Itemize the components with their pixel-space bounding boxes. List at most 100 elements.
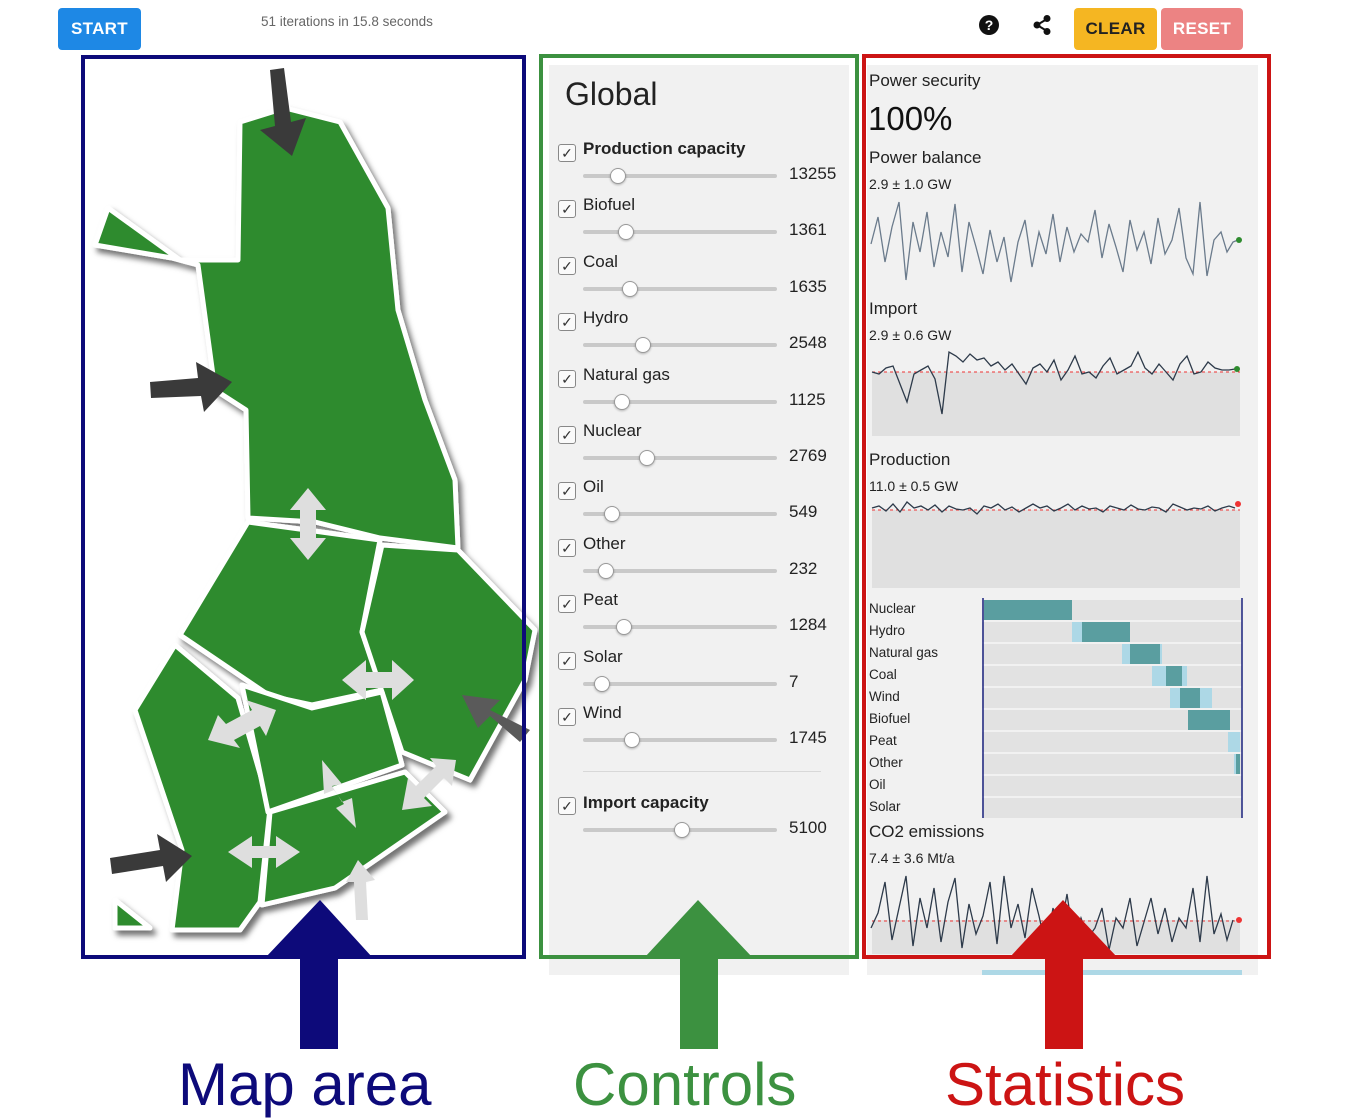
production-capacity-value: 13255 [789, 164, 837, 183]
nuclear-checkbox[interactable]: ✓ [558, 426, 576, 444]
oil-label: Oil [583, 477, 604, 496]
import-value: 2.9 ± 0.6 GW [869, 327, 952, 343]
natural-gas-label: Natural gas [583, 365, 670, 384]
import-capacity-slider-thumb[interactable] [674, 822, 690, 838]
map-area-label: Map area [178, 1051, 432, 1118]
peat-value: 1284 [789, 615, 827, 634]
nuclear-value: 2769 [789, 446, 827, 465]
map-region-south[interactable] [259, 769, 448, 908]
controls-annotation-box [539, 54, 859, 959]
coal-label: Coal [583, 252, 618, 271]
statistics-label: Statistics [945, 1051, 1186, 1118]
transfer-arrow-7 [346, 860, 375, 920]
natural-gas-slider[interactable] [583, 400, 777, 404]
coal-slider[interactable] [583, 287, 777, 291]
svg-text:?: ? [985, 17, 994, 33]
production-title: Production [869, 450, 951, 469]
merit-order-label: Natural gas [869, 645, 939, 660]
map-area-annotation-box [81, 55, 526, 959]
annotation-arrows [266, 900, 1117, 1049]
import-arrow-west [150, 362, 232, 412]
wind-checkbox[interactable]: ✓ [558, 708, 576, 726]
map-region-east[interactable] [359, 542, 538, 783]
import-arrow-east [462, 695, 530, 742]
wind-slider-thumb[interactable] [624, 732, 640, 748]
transfer-arrow-1 [290, 488, 326, 560]
import-title: Import [869, 299, 918, 318]
natural-gas-slider-thumb[interactable] [614, 394, 630, 410]
biofuel-slider[interactable] [583, 230, 777, 234]
help-icon[interactable]: ? [978, 14, 1000, 36]
import-sparkline [871, 350, 1240, 436]
power-balance-title: Power balance [869, 148, 982, 167]
peat-slider[interactable] [583, 625, 777, 629]
production-capacity-slider[interactable] [583, 174, 777, 178]
start-button[interactable]: START [58, 8, 141, 50]
merit-order-label: Coal [869, 667, 897, 682]
oil-value: 549 [789, 502, 818, 521]
biofuel-slider-thumb[interactable] [618, 224, 634, 240]
import-capacity-checkbox[interactable]: ✓ [558, 797, 576, 815]
transfer-arrow-3 [208, 700, 276, 748]
coal-slider-thumb[interactable] [622, 281, 638, 297]
co2-bar-partial [982, 970, 1242, 975]
coal-checkbox[interactable]: ✓ [558, 257, 576, 275]
controls-panel [549, 65, 849, 975]
merit-order-label: Biofuel [869, 711, 911, 726]
hydro-value: 2548 [789, 333, 827, 352]
transfer-arrow-5 [402, 758, 456, 810]
other-checkbox[interactable]: ✓ [558, 539, 576, 557]
merit-order-label: Wind [869, 689, 900, 704]
other-slider-thumb[interactable] [598, 563, 614, 579]
controls-title: Global [565, 76, 658, 112]
peat-label: Peat [583, 590, 618, 609]
oil-slider[interactable] [583, 512, 777, 516]
map-region-southwest[interactable] [132, 642, 273, 933]
power-balance-value: 2.9 ± 1.0 GW [869, 176, 952, 192]
solar-value: 7 [789, 672, 799, 691]
other-label: Other [583, 534, 626, 553]
oil-slider-thumb[interactable] [604, 506, 620, 522]
production-capacity-label: Production capacity [583, 139, 746, 158]
nuclear-slider[interactable] [583, 456, 777, 460]
transfer-arrow-6 [228, 836, 300, 868]
solar-slider-thumb[interactable] [594, 676, 610, 692]
merit-order-label: Solar [869, 799, 901, 814]
clear-button[interactable]: CLEAR [1074, 8, 1157, 50]
peat-checkbox[interactable]: ✓ [558, 595, 576, 613]
production-capacity-checkbox[interactable]: ✓ [558, 144, 576, 162]
map-region-north[interactable] [92, 105, 461, 551]
other-slider[interactable] [583, 569, 777, 573]
solar-label: Solar [583, 647, 623, 666]
power-security-value: 100% [868, 100, 953, 137]
natural-gas-checkbox[interactable]: ✓ [558, 370, 576, 388]
nuclear-slider-thumb[interactable] [639, 450, 655, 466]
merit-order-label: Peat [869, 733, 897, 748]
oil-checkbox[interactable]: ✓ [558, 482, 576, 500]
hydro-slider-thumb[interactable] [635, 337, 651, 353]
statistics-annotation-box [862, 54, 1271, 959]
hydro-checkbox[interactable]: ✓ [558, 313, 576, 331]
co2-title: CO2 emissions [869, 822, 985, 841]
hydro-slider[interactable] [583, 343, 777, 347]
map-region-south-central[interactable] [239, 682, 405, 815]
biofuel-checkbox[interactable]: ✓ [558, 200, 576, 218]
share-icon[interactable] [1031, 14, 1053, 36]
production-capacity-slider-thumb[interactable] [610, 168, 626, 184]
import-capacity-value: 5100 [789, 818, 827, 837]
wind-slider[interactable] [583, 738, 777, 742]
production-value: 11.0 ± 0.5 GW [869, 478, 959, 494]
map-canvas[interactable] [80, 60, 540, 950]
solar-checkbox[interactable]: ✓ [558, 652, 576, 670]
transfer-arrows [208, 488, 456, 920]
transfer-arrow-2 [342, 660, 414, 700]
solar-slider[interactable] [583, 682, 777, 686]
coal-value: 1635 [789, 277, 827, 296]
reset-button[interactable]: RESET [1161, 8, 1243, 50]
merit-order-label: Nuclear [869, 601, 916, 616]
biofuel-value: 1361 [789, 220, 827, 239]
biofuel-label: Biofuel [583, 195, 635, 214]
statistics-arrow [1010, 900, 1117, 1049]
peat-slider-thumb[interactable] [616, 619, 632, 635]
map-region-island [112, 897, 153, 931]
